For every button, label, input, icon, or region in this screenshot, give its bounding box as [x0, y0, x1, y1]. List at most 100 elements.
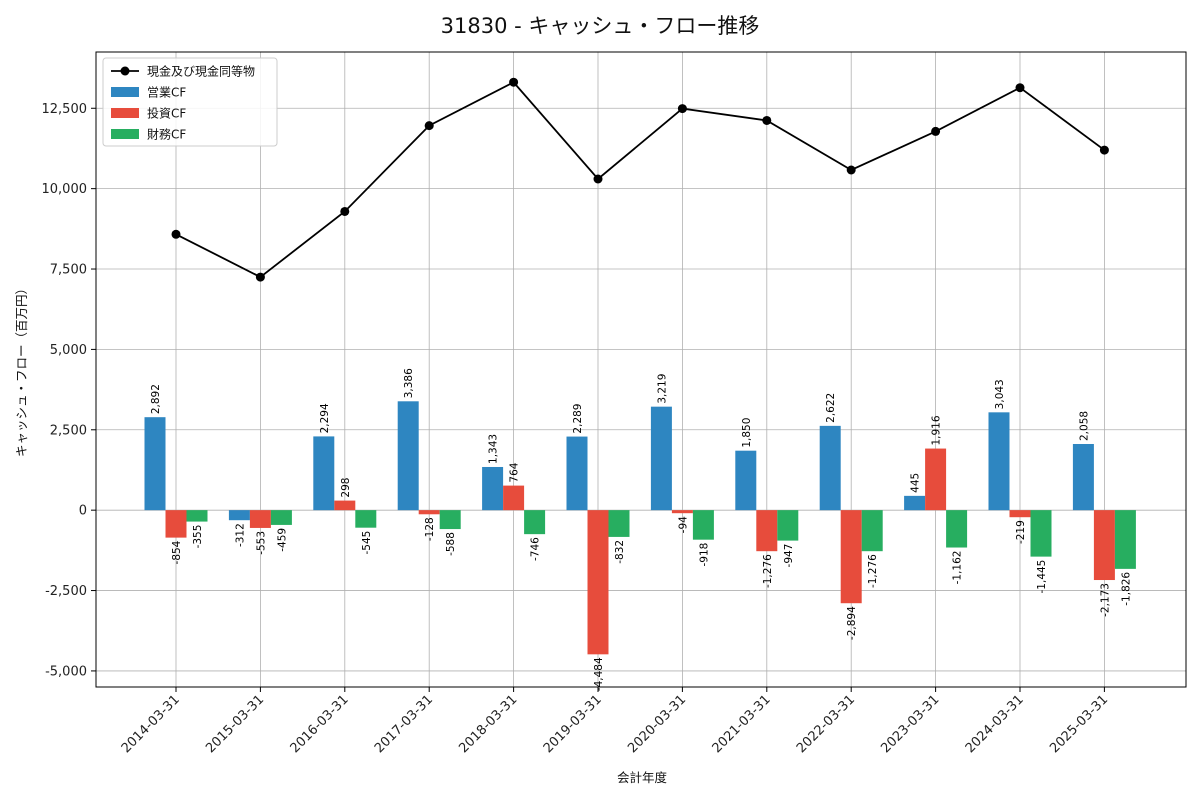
bar: [186, 510, 208, 522]
bar: [334, 500, 356, 511]
bar: [355, 510, 377, 528]
bar: [861, 510, 883, 552]
y-tick-label: 10,000: [42, 182, 88, 197]
data-label: -2,894: [846, 606, 858, 640]
data-label: -553: [255, 531, 267, 555]
bar: [566, 436, 588, 511]
cash-point: [171, 229, 181, 239]
bar: [482, 466, 504, 511]
bar: [313, 436, 335, 511]
y-tick-label: 5,000: [50, 343, 87, 358]
legend-label: 営業CF: [147, 86, 186, 100]
legend-label: 現金及び現金同等物: [147, 64, 255, 79]
chart-title: 31830 - キャッシュ・フロー推移: [441, 14, 760, 38]
y-tick-label: 12,500: [42, 102, 88, 117]
data-label: -947: [783, 544, 795, 568]
bar: [692, 510, 714, 540]
x-tick-label: 2025-03-31: [1047, 692, 1111, 756]
data-label: -588: [445, 532, 457, 556]
data-label: 2,289: [572, 404, 584, 434]
bar: [1093, 510, 1115, 581]
y-axis-label: キャッシュ・フロー（百万円）: [14, 282, 29, 457]
data-label: 3,043: [994, 379, 1006, 409]
cash-point: [255, 272, 265, 282]
data-label: -1,445: [1036, 560, 1048, 594]
x-tick-label: 2021-03-31: [710, 692, 774, 756]
y-tick-label: 2,500: [50, 423, 87, 438]
x-tick-label: 2024-03-31: [963, 692, 1027, 756]
bar: [925, 448, 947, 511]
legend-swatch: [111, 129, 139, 139]
data-label: -128: [424, 517, 436, 541]
y-tick-label: -2,500: [45, 584, 87, 599]
data-label: -918: [698, 543, 710, 567]
data-label: -746: [530, 537, 542, 561]
x-tick-label: 2023-03-31: [878, 692, 942, 756]
cash-point: [846, 165, 856, 175]
bar: [1114, 510, 1136, 569]
data-label: -1,276: [762, 554, 774, 588]
y-axis-ticks: -5,000 -2,500 0 2,500 5,000 7,500 10,000 12,500: [42, 102, 96, 679]
data-label: -459: [276, 528, 288, 552]
data-label: 2,058: [1078, 411, 1090, 441]
bar: [946, 510, 968, 548]
y-tick-label: 0: [79, 504, 87, 519]
bar: [756, 510, 778, 552]
data-label: 3,219: [656, 374, 668, 404]
x-axis-ticks: 2014-03-31 2015-03-31 2016-03-31 2017-03-31…: [119, 687, 1111, 756]
bar: [228, 510, 250, 521]
bar: [608, 510, 630, 537]
data-label: 2,622: [825, 393, 837, 423]
x-tick-label: 2014-03-31: [119, 692, 183, 756]
data-label: 764: [509, 462, 521, 482]
bar: [397, 401, 419, 511]
bar: [1072, 443, 1094, 511]
cash-line: [175, 81, 1105, 279]
data-label: -1,276: [867, 554, 879, 588]
x-axis-label: 会計年度: [617, 770, 668, 785]
bar: [503, 485, 525, 511]
cash-point: [340, 206, 350, 216]
data-label: -312: [234, 523, 246, 547]
x-tick-label: 2018-03-31: [456, 692, 520, 756]
bar: [249, 510, 271, 528]
x-tick-label: 2017-03-31: [372, 692, 436, 756]
grid-lines: [96, 52, 1186, 687]
bar: [777, 510, 799, 541]
cash-point: [509, 77, 519, 87]
data-label: 298: [340, 478, 352, 498]
bar: [587, 510, 609, 655]
data-label: -355: [192, 525, 204, 549]
data-label: -854: [171, 540, 183, 564]
data-label: 1,916: [931, 415, 943, 445]
bar: [819, 425, 841, 511]
bar: [439, 510, 461, 530]
legend-swatch: [111, 108, 139, 118]
data-label: -545: [361, 531, 373, 555]
bar: [418, 510, 440, 515]
bar-series: [144, 401, 1136, 655]
bar: [671, 510, 693, 514]
legend-label: 財務CF: [147, 127, 186, 142]
data-label: 445: [910, 473, 922, 493]
data-label: -94: [677, 516, 689, 533]
cash-point: [677, 104, 687, 114]
bar: [988, 412, 1010, 511]
data-label: -219: [1015, 520, 1027, 544]
bar: [165, 510, 187, 538]
y-tick-label: 7,500: [50, 263, 87, 278]
x-tick-label: 2015-03-31: [203, 692, 267, 756]
data-label: -2,173: [1099, 583, 1111, 617]
data-labels: 2,892 -312 2,294 3,386 1,343 2,289 3,219 1,850 2…: [150, 368, 1132, 691]
cash-line-series: [171, 77, 1109, 282]
cash-point: [593, 174, 603, 184]
data-label: 2,294: [319, 403, 331, 433]
legend-label: 投資CF: [147, 106, 186, 121]
legend-swatch: [111, 87, 139, 97]
plot-frame: [95, 51, 1187, 688]
x-tick-label: 2019-03-31: [541, 692, 605, 756]
data-label: 2,892: [150, 384, 162, 414]
legend-line-marker: [120, 66, 130, 76]
